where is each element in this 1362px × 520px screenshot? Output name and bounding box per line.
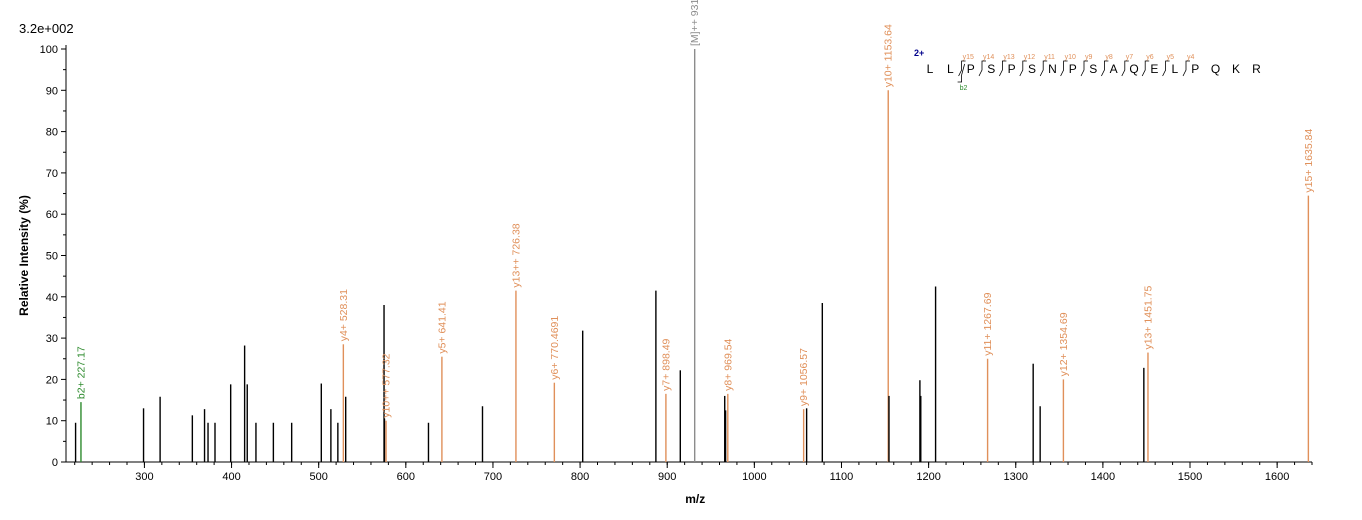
y-ion-label: y4 bbox=[1187, 54, 1195, 61]
x-tick-label: 1600 bbox=[1265, 471, 1289, 483]
sequence-residue: P bbox=[1008, 62, 1016, 76]
y-tick-label: 0 bbox=[52, 457, 58, 469]
y-tick-label: 60 bbox=[46, 209, 58, 221]
sequence-residue: R bbox=[1252, 62, 1261, 76]
y-ion-bracket bbox=[1039, 60, 1048, 77]
y-ion-bracket bbox=[999, 60, 1007, 77]
x-tick-label: 1100 bbox=[830, 471, 854, 483]
sequence-residue: P bbox=[967, 62, 975, 76]
y-tick-label: 100 bbox=[40, 44, 58, 56]
peak-label: y12+ 1354.69 bbox=[1058, 312, 1070, 376]
x-tick-label: 700 bbox=[484, 471, 502, 483]
x-tick-label: 1500 bbox=[1178, 471, 1202, 483]
x-tick-label: 600 bbox=[397, 471, 415, 483]
y-ion-label: y14 bbox=[983, 54, 994, 61]
y-tick-label: 70 bbox=[46, 168, 58, 180]
sequence-residue: A bbox=[1110, 62, 1118, 76]
y-ion-label: y8 bbox=[1105, 54, 1113, 61]
y-ion-label: y6 bbox=[1146, 54, 1154, 61]
y-ion-bracket bbox=[1141, 60, 1150, 77]
y-tick-label: 80 bbox=[46, 127, 58, 139]
sequence-residue: L bbox=[927, 62, 934, 76]
sequence-residue: S bbox=[1028, 62, 1036, 76]
peak-label: y4+ 528.31 bbox=[338, 289, 350, 341]
y-ion-bracket bbox=[978, 60, 986, 77]
y-tick-label: 90 bbox=[46, 85, 58, 97]
y-tick-label: 10 bbox=[46, 416, 58, 428]
x-tick-label: 1300 bbox=[1004, 471, 1028, 483]
peak-label: y10++ 577.32 bbox=[381, 353, 393, 417]
y-ion-bracket bbox=[1060, 60, 1068, 77]
sequence-residue: S bbox=[987, 62, 995, 76]
y-ion-bracket bbox=[1019, 60, 1027, 77]
y-ion-bracket bbox=[1162, 60, 1170, 77]
y-ion-label: y5 bbox=[1167, 54, 1175, 61]
y-ion-bracket bbox=[1101, 60, 1109, 77]
peak-label: y15+ 1635.84 bbox=[1303, 129, 1315, 193]
peak-label: b2+ 227.17 bbox=[75, 346, 87, 399]
x-tick-label: 500 bbox=[310, 471, 328, 483]
y-ion-label: y12 bbox=[1024, 54, 1035, 61]
sequence-residue: Q bbox=[1211, 62, 1220, 76]
x-tick-label: 300 bbox=[135, 471, 153, 483]
x-axis-title: m/z bbox=[685, 492, 705, 506]
x-tick-label: 400 bbox=[222, 471, 240, 483]
sequence-residue: P bbox=[1069, 62, 1077, 76]
b-ion-label: b2 bbox=[960, 85, 968, 92]
peak-label: y10+ 1153.64 bbox=[883, 24, 895, 87]
peak-label: y13+ 1451.75 bbox=[1142, 285, 1154, 349]
b-ion-bracket bbox=[957, 63, 965, 83]
y-tick-label: 50 bbox=[46, 251, 58, 263]
x-tick-label: 800 bbox=[571, 471, 589, 483]
sequence-residue: S bbox=[1089, 62, 1097, 76]
x-tick-label: 900 bbox=[658, 471, 676, 483]
sequence-residue: Q bbox=[1129, 62, 1138, 76]
y-ion-bracket bbox=[1080, 60, 1088, 77]
y-axis-title: Relative Intensity (%) bbox=[17, 195, 31, 316]
y-ion-label: y10 bbox=[1065, 54, 1076, 61]
peak-label: y9+ 1056.57 bbox=[798, 348, 810, 406]
sequence-residue: L bbox=[947, 62, 954, 76]
peak-label: y8+ 969.54 bbox=[722, 338, 734, 390]
x-tick-label: 1400 bbox=[1091, 471, 1115, 483]
y-ion-bracket bbox=[958, 60, 966, 77]
peak-label: y7+ 898.49 bbox=[660, 338, 672, 390]
y-tick-label: 40 bbox=[46, 292, 58, 304]
y-ion-label: y15 bbox=[963, 54, 974, 61]
charge-state-label: 2+ bbox=[914, 48, 924, 58]
sequence-residue: K bbox=[1232, 62, 1240, 76]
sequence-residue: P bbox=[1191, 62, 1199, 76]
peak-label: y11+ 1267.69 bbox=[982, 292, 994, 355]
y-ion-bracket bbox=[1182, 60, 1190, 77]
peak-label: y13++ 726.38 bbox=[510, 223, 522, 287]
y-ion-label: y9 bbox=[1085, 54, 1093, 61]
y-ion-label: y11 bbox=[1044, 54, 1055, 61]
x-tick-label: 1200 bbox=[916, 471, 940, 483]
y-ion-bracket bbox=[1121, 60, 1129, 77]
y-tick-label: 20 bbox=[46, 374, 58, 386]
y-tick-label: 30 bbox=[46, 333, 58, 345]
intensity-scale-label: 3.2e+002 bbox=[19, 21, 74, 36]
y-ion-label: y13 bbox=[1003, 54, 1014, 61]
y-ion-label: y7 bbox=[1126, 54, 1134, 61]
peak-label: y5+ 641.41 bbox=[436, 301, 448, 353]
x-tick-label: 1000 bbox=[742, 471, 766, 483]
sequence-residue: L bbox=[1171, 62, 1178, 76]
sequence-residue: E bbox=[1150, 62, 1158, 76]
peak-label: y6+ 770.4691 bbox=[549, 316, 561, 380]
peak-label: [M]++ 931.53 bbox=[689, 0, 701, 46]
sequence-residue: N bbox=[1048, 62, 1057, 76]
